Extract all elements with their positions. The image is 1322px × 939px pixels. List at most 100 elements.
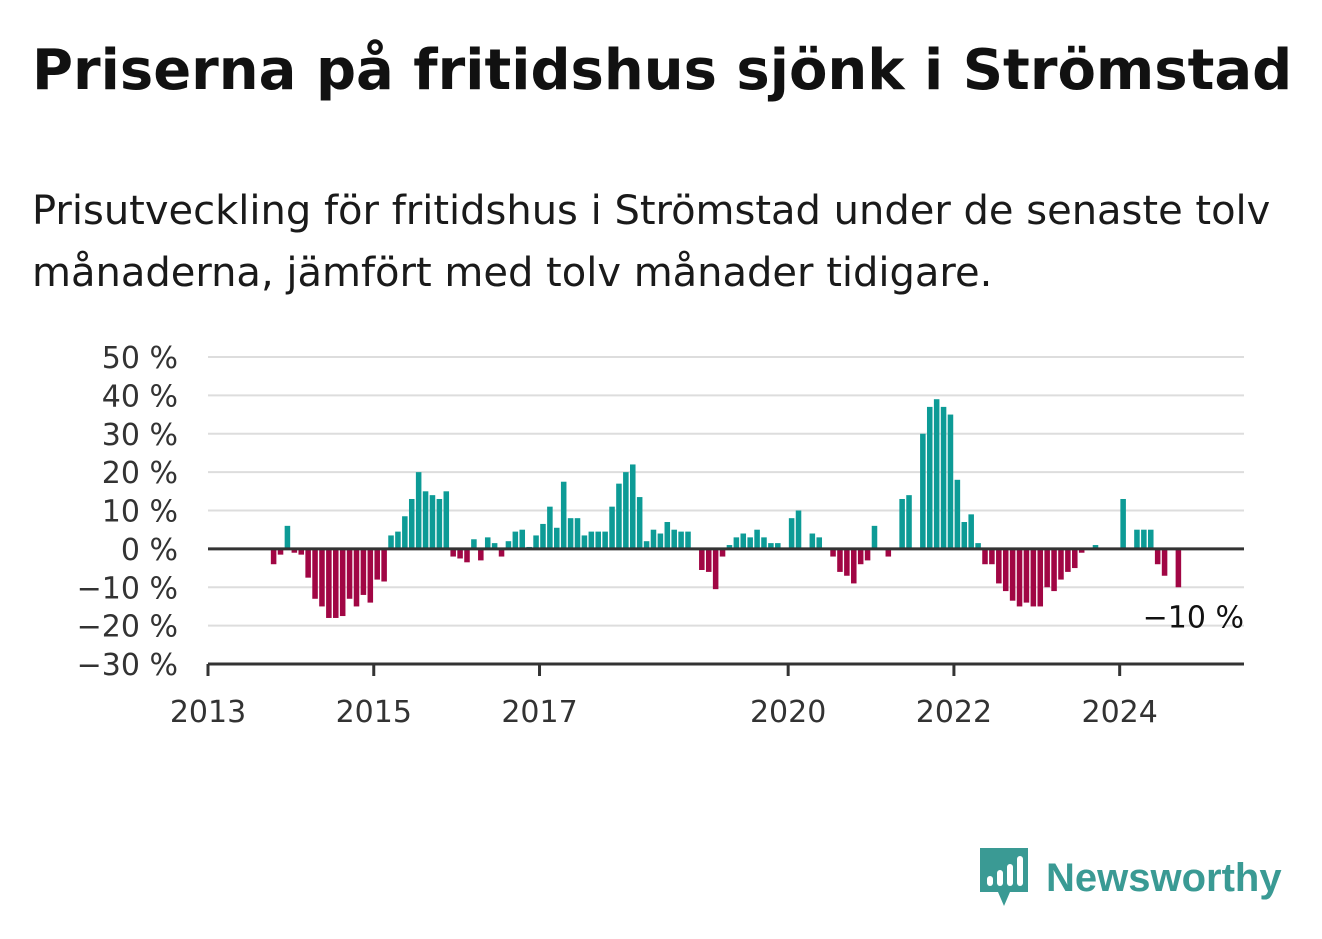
bar [761, 537, 767, 549]
end-value-label: −10 % [1143, 600, 1244, 635]
chart-subtitle: Prisutveckling för fritidshus i Strömsta… [32, 188, 1271, 296]
bar [408, 498, 415, 549]
bar [346, 548, 353, 599]
bar [574, 518, 581, 549]
bar [837, 548, 843, 572]
bar [450, 548, 456, 557]
bar [291, 548, 298, 553]
chart-title: Priserna på fritidshus sjönk i Strömstad [32, 38, 1293, 103]
bar [1009, 548, 1016, 601]
bar [650, 529, 657, 549]
bar [1065, 548, 1071, 572]
bar [1016, 548, 1023, 607]
bar [422, 491, 429, 549]
x-tick-label: 2024 [1082, 695, 1158, 730]
brand-name: Newsworthy [1046, 855, 1282, 900]
bar [595, 531, 601, 549]
bar [906, 495, 912, 549]
bar [457, 548, 463, 559]
bar [1154, 548, 1161, 565]
bar [726, 545, 733, 549]
bar [353, 548, 360, 607]
bar [630, 464, 636, 549]
bar [699, 548, 705, 570]
bar [871, 525, 878, 549]
bar [754, 529, 760, 549]
bar [478, 548, 484, 561]
bar [367, 548, 374, 603]
y-tick-label: 10 % [102, 495, 178, 530]
y-tick-label: 20 % [102, 456, 178, 491]
bar [1175, 548, 1182, 588]
y-tick-label: −10 % [77, 571, 178, 606]
bar [899, 498, 905, 549]
bar [747, 537, 753, 549]
bar [1072, 548, 1078, 569]
bar [643, 541, 650, 549]
bar [933, 399, 940, 549]
bar [588, 531, 595, 549]
bar [381, 548, 387, 582]
bar [319, 548, 325, 607]
gridlines [208, 356, 1244, 627]
x-tick-label: 2017 [501, 695, 577, 730]
bar [1058, 548, 1064, 580]
bar [277, 548, 284, 555]
bar [402, 516, 408, 549]
bar [975, 543, 981, 549]
y-tick-label: 30 % [102, 418, 178, 453]
bar [415, 472, 422, 549]
bar [851, 548, 857, 584]
bar [712, 548, 719, 590]
bar [1044, 548, 1050, 588]
y-tick-label: 0 % [121, 533, 178, 568]
bar [339, 548, 346, 617]
bar [719, 548, 726, 557]
bar [464, 548, 470, 563]
brand-logo: Newsworthy [980, 848, 1282, 908]
bars [270, 399, 1182, 618]
bar [830, 548, 836, 557]
bar [1030, 548, 1037, 607]
bar [996, 548, 1002, 584]
bar [505, 541, 512, 549]
x-tick-label: 2015 [336, 695, 412, 730]
labels: 50 %40 %30 %20 %10 %0 %−10 %−20 %−30 %20… [77, 341, 1244, 730]
bar [443, 491, 450, 549]
bar [581, 535, 588, 549]
y-tick-label: −30 % [77, 648, 178, 683]
y-tick-label: 50 % [102, 341, 178, 376]
newsworthy-chart-bubble-icon [980, 848, 1028, 906]
bar [519, 529, 526, 549]
bar [326, 548, 332, 618]
bar [1023, 548, 1030, 603]
y-tick-label: −20 % [77, 610, 178, 645]
bar [484, 537, 491, 549]
bar [512, 531, 519, 549]
bar [305, 548, 311, 578]
bar [1002, 548, 1009, 592]
bar [333, 548, 339, 618]
bar [616, 483, 622, 549]
bar [809, 533, 816, 549]
bar [1078, 548, 1085, 553]
bar [947, 414, 954, 549]
bar [623, 472, 629, 549]
bar [602, 531, 608, 549]
bar [1092, 545, 1099, 549]
bar [547, 506, 553, 549]
bar [685, 531, 691, 549]
bar [664, 522, 671, 549]
bar [429, 495, 436, 549]
y-tick-label: 40 % [102, 379, 178, 414]
bar [657, 533, 664, 549]
bar [491, 543, 498, 549]
bar [885, 548, 892, 557]
bar [1051, 548, 1057, 592]
bar [954, 479, 961, 549]
bar [560, 481, 567, 549]
bar [733, 537, 740, 549]
bar [1148, 529, 1154, 549]
bar [788, 518, 795, 549]
bar [982, 548, 988, 565]
